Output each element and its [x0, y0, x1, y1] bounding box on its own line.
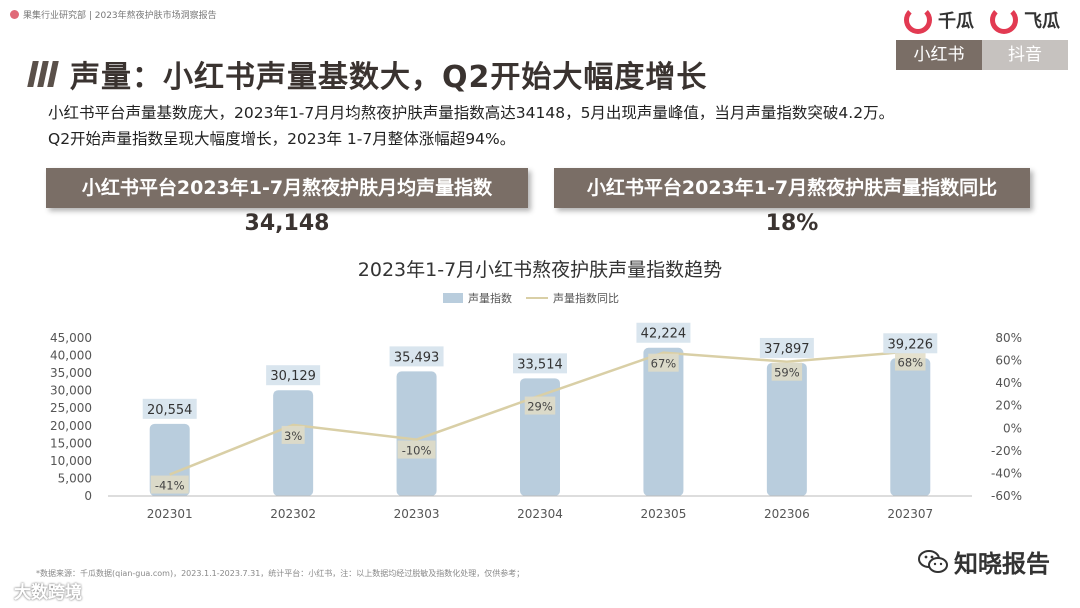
brand-qiangua: 千瓜 [904, 6, 974, 34]
line-data-label: 67% [651, 357, 677, 371]
watermark-right: 知晓报告 [918, 544, 1050, 579]
line-label-bg [150, 475, 189, 494]
brand1-name: 千瓜 [938, 11, 974, 32]
wechat-icon [918, 549, 948, 573]
report-source-line: 果集行业研究部 | 2023年熬夜护肤市场洞察报告 [10, 8, 217, 21]
y-left-tick-label: 20,000 [50, 419, 92, 433]
page-title: 声量：小红书声量基数大，Q2开始大幅度增长 [70, 60, 708, 95]
y-left-tick-label: 10,000 [50, 454, 92, 468]
line-data-label: -10% [402, 444, 432, 458]
bar [396, 371, 437, 496]
legend-swatch-bar [443, 293, 463, 303]
brand-feigua: 飞瓜 [990, 6, 1060, 34]
description-line-1: 小红书平台声量基数庞大，2023年1-7月月均熬夜护肤声量指数高达34148，5… [48, 104, 895, 122]
source-line-text: 果集行业研究部 | 2023年熬夜护肤市场洞察报告 [23, 11, 217, 21]
line-data-label: 59% [774, 366, 800, 380]
bar-data-label: 30,129 [270, 369, 316, 384]
feigua-logo-icon [990, 6, 1018, 34]
y-left-tick-label: 40,000 [50, 349, 92, 363]
x-tick-label: 202307 [887, 507, 933, 521]
y-left-tick-label: 15,000 [50, 436, 92, 450]
kpi-value-yoy: 18% [765, 211, 819, 236]
x-tick-label: 202303 [394, 507, 440, 521]
bar-data-label: 39,226 [888, 337, 934, 352]
y-left-tick-label: 25,000 [50, 401, 92, 415]
line-label-bg [771, 362, 803, 381]
x-tick-label: 202306 [764, 507, 810, 521]
kpi-label-yoy: 小红书平台2023年1-7月熬夜护肤声量指数同比 [554, 168, 1030, 208]
y-right-tick-label: 40% [995, 376, 1022, 390]
y-left-tick-label: 45,000 [50, 331, 92, 345]
bar-data-label: 35,493 [394, 350, 440, 365]
y-right-tick-label: -40% [991, 466, 1022, 480]
y-left-tick-label: 35,000 [50, 366, 92, 380]
bar [643, 347, 684, 496]
kpi-label-average: 小红书平台2023年1-7月熬夜护肤月均声量指数 [46, 168, 528, 208]
brand2-name: 飞瓜 [1024, 11, 1060, 32]
y-left-tick-label: 0 [84, 489, 92, 503]
y-right-tick-label: 80% [995, 331, 1022, 345]
bar-data-label: 37,897 [764, 342, 810, 357]
legend-label-line: 声量指数同比 [553, 291, 619, 305]
description-line-2: Q2开始声量指数呈现大幅度增长，2023年 1-7月整体涨幅超94%。 [48, 130, 516, 148]
description: 小红书平台声量基数庞大，2023年1-7月月均熬夜护肤声量指数高达34148，5… [48, 100, 1048, 152]
line-label-bg [648, 353, 679, 372]
line-label-bg [397, 440, 436, 459]
bar [890, 358, 931, 496]
bar-label-bg [636, 322, 691, 343]
bar-label-bg [883, 333, 938, 354]
bar-data-label: 42,224 [641, 327, 687, 342]
y-right-tick-label: -60% [991, 489, 1022, 503]
tab-xiaohongshu[interactable]: 小红书 [896, 40, 982, 70]
watermark-left: 大数跨境 [14, 583, 82, 603]
y-right-tick-label: 20% [995, 399, 1022, 413]
y-right-tick-label: 0% [1003, 421, 1022, 435]
line-data-label: 68% [898, 356, 924, 370]
platform-tabs: 小红书 抖音 [896, 40, 1068, 70]
bar-data-label: 33,514 [517, 357, 563, 372]
bar-data-label: 20,554 [147, 403, 193, 418]
bar-label-bg [142, 398, 197, 419]
line-label-bg [524, 396, 556, 415]
x-tick-label: 202304 [517, 507, 563, 521]
x-tick-label: 202301 [147, 507, 193, 521]
footnote: *数据来源：千瓜数据(qian-gua.com)，2023.1.1-2023.7… [36, 569, 525, 578]
bar-label-bg [513, 353, 567, 374]
line-data-label: -41% [155, 479, 185, 493]
chart-title: 2023年1-7月小红书熬夜护肤声量指数趋势 [357, 259, 723, 281]
line-data-label: 29% [527, 400, 553, 414]
brand-logos: 千瓜 飞瓜 [904, 6, 1060, 34]
guoji-logo-icon [10, 10, 19, 19]
yoy-line [169, 350, 911, 476]
tab-douyin[interactable]: 抖音 [982, 40, 1068, 70]
y-left-tick-label: 30,000 [50, 384, 92, 398]
y-right-tick-label: -20% [991, 444, 1022, 458]
bar [766, 362, 807, 496]
x-tick-label: 202302 [270, 507, 316, 521]
bar-label-bg [266, 365, 321, 386]
qiangua-logo-icon [904, 6, 932, 34]
y-left-tick-label: 5,000 [58, 471, 92, 485]
line-label-bg [895, 352, 926, 371]
line-data-label: 3% [284, 429, 302, 443]
legend-label-bar: 声量指数 [468, 291, 512, 305]
line-label-bg [281, 425, 305, 444]
x-tick-label: 202305 [641, 507, 687, 521]
kpi-value-average: 34,148 [244, 211, 330, 236]
title-row: 声量：小红书声量基数大，Q2开始大幅度增长 [27, 52, 708, 96]
bar-label-bg [389, 346, 444, 367]
bar-label-bg [759, 337, 814, 358]
y-right-tick-label: 60% [995, 354, 1022, 368]
watermark-right-text: 知晓报告 [954, 550, 1050, 578]
